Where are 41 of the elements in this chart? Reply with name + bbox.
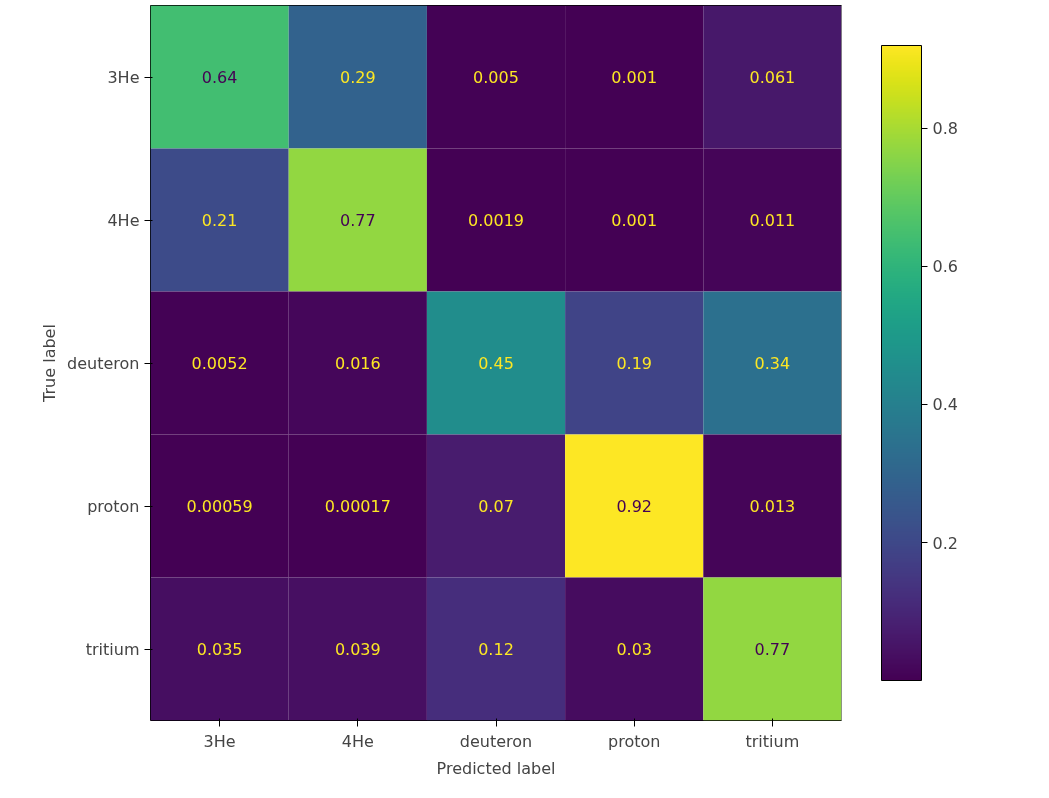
data-label: 0.03 (616, 640, 653, 659)
data-label: 0.061 (749, 68, 796, 87)
data-label: 0.34 (754, 354, 791, 373)
data-label: 0.005 (473, 68, 519, 87)
data-label: 0.77 (339, 211, 376, 230)
color-bar-label: 0.8 (932, 119, 958, 139)
x-tick-label: 4He (341, 731, 374, 751)
color-bar-label: 0.6 (932, 257, 958, 277)
x-tick-label: tritium (745, 731, 800, 751)
data-label: 0.19 (616, 354, 653, 373)
y-tick-label: 3He (107, 67, 140, 87)
data-label: 0.21 (201, 211, 238, 230)
data-label: 0.035 (196, 640, 243, 659)
data-label: 0.12 (478, 640, 514, 659)
data-label: 0.45 (478, 354, 514, 373)
x-tick-label: deuteron (459, 731, 533, 751)
data-label: 0.013 (749, 497, 796, 516)
data-label: 0.001 (611, 211, 658, 230)
y-tick-label: tritium (85, 639, 140, 659)
data-label: 0.039 (334, 640, 381, 659)
data-label: 0.0019 (468, 211, 524, 230)
y-axis-title: True label (40, 324, 60, 403)
data-label: 0.64 (201, 68, 238, 87)
data-label: 0.011 (749, 211, 796, 230)
x-tick-label: 3He (203, 731, 236, 751)
y-tick-label: 4He (107, 210, 140, 230)
data-label: 0.00017 (324, 497, 391, 516)
color-bar-label: 0.2 (932, 533, 958, 553)
data-label: 0.016 (334, 354, 381, 373)
y-tick-label: deuteron (67, 353, 140, 373)
data-label: 0.001 (611, 68, 658, 87)
data-label: 0.07 (478, 497, 514, 516)
data-label: 0.00059 (186, 497, 253, 516)
data-label: 0.77 (754, 640, 791, 659)
data-label: 0.0052 (191, 354, 248, 373)
y-tick-label: proton (87, 496, 140, 516)
x-axis-title: Predicted label (436, 758, 556, 778)
color-bar-label: 0.4 (932, 395, 958, 415)
data-label: 0.29 (339, 68, 376, 87)
x-tick-label: proton (608, 731, 661, 751)
data-label: 0.92 (616, 497, 653, 516)
